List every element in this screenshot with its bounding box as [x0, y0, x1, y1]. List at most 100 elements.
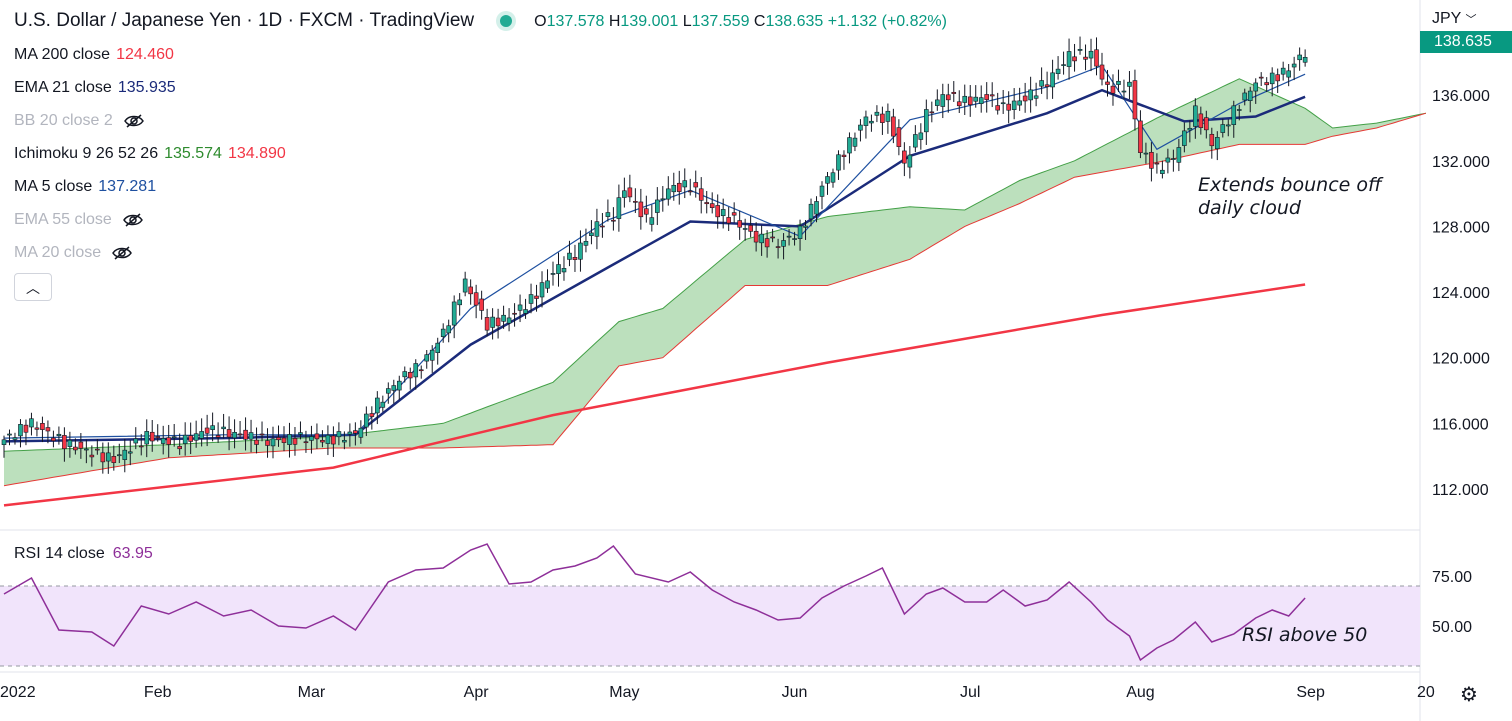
eye-crossed-icon[interactable] — [101, 244, 133, 261]
candle-body — [1132, 80, 1138, 120]
candle-body — [682, 180, 688, 188]
indicator-label: MA 20 close — [14, 244, 102, 261]
candle-body — [825, 176, 830, 184]
indicator-bb-20-close-2[interactable]: BB 20 close 2 — [14, 112, 145, 130]
candle-body — [193, 433, 199, 441]
candle-body — [1000, 102, 1006, 105]
collapse-legend-button[interactable]: ︿ — [14, 273, 52, 301]
candle-body — [1187, 127, 1193, 131]
candle-body — [1088, 50, 1094, 59]
candle-body — [863, 116, 869, 126]
candle-body — [605, 212, 611, 217]
candle-body — [622, 190, 627, 198]
candle-body — [303, 441, 309, 444]
price-tick-label: 132.000 — [1432, 154, 1490, 171]
candle-body — [808, 203, 814, 220]
candle-body — [1247, 90, 1253, 101]
candle-body — [149, 431, 155, 442]
candle-body — [852, 137, 858, 147]
rsi-tick-label: 75.00 — [1432, 569, 1472, 586]
eye-crossed-icon[interactable] — [112, 211, 144, 228]
candle-body — [309, 436, 314, 441]
candle-body — [380, 401, 386, 408]
candle-body — [1236, 109, 1242, 111]
candle-body — [967, 96, 973, 106]
candle-body — [7, 433, 12, 436]
indicator-ma-20-close[interactable]: MA 20 close — [14, 244, 133, 262]
rsi-line — [3, 543, 1306, 662]
candle-body — [276, 437, 281, 441]
candle-body — [945, 94, 951, 101]
price-axis[interactable]: 136.000 132.000 128.000 124.000 120.000 116.0… — [1432, 88, 1490, 636]
indicator-ichimoku-9-26-52-26[interactable]: Ichimoku 9 26 52 26 135.574 134.890 — [14, 145, 286, 163]
candle-body — [95, 448, 100, 451]
indicator-label: EMA 55 close — [14, 211, 112, 228]
candle-body — [1225, 124, 1231, 127]
candle-body — [424, 354, 430, 362]
candle-body — [517, 304, 523, 311]
candle-body — [1160, 169, 1165, 174]
market-status-icon — [500, 14, 513, 27]
indicator-ema-55-close[interactable]: EMA 55 close — [14, 211, 144, 229]
candle-body — [347, 431, 353, 435]
candle-body — [435, 342, 441, 353]
currency-selector[interactable]: JPY ﹀ — [1432, 10, 1477, 27]
candle-body — [1154, 162, 1160, 165]
gear-icon[interactable]: ⚙ — [1460, 684, 1478, 706]
indicator-ma-200-close[interactable]: MA 200 close 124.460 — [14, 46, 174, 64]
candle-body — [753, 230, 759, 243]
candle-body — [858, 124, 863, 131]
candle-body — [1220, 124, 1226, 133]
candle-body — [627, 187, 633, 198]
candle-body — [1209, 133, 1215, 147]
time-axis[interactable]: 2022 Feb Mar Apr May Jun Jul Aug Sep 20 — [0, 684, 1435, 701]
data-source: FXCM — [299, 10, 353, 31]
time-tick-label: Sep — [1296, 684, 1325, 701]
candle-body — [924, 109, 929, 133]
candle-body — [177, 446, 182, 450]
rsi-annotation: RSI above 50 — [1242, 624, 1368, 646]
candle-body — [956, 101, 962, 107]
candle-body — [199, 431, 204, 439]
candle-body — [770, 236, 775, 239]
candle-body — [413, 363, 419, 378]
symbol-name[interactable]: U.S. Dollar / Japanese Yen — [14, 10, 242, 31]
indicator-value: 135.935 — [117, 79, 176, 96]
candle-body — [940, 94, 946, 107]
candle-body — [232, 431, 237, 439]
candle-body — [1269, 72, 1275, 85]
indicator-label: EMA 21 close — [14, 79, 112, 96]
price-tick-label: 128.000 — [1432, 219, 1490, 236]
candle-body — [786, 235, 792, 238]
candle-body — [1193, 105, 1198, 127]
candle-body — [1149, 151, 1154, 169]
candle-body — [748, 225, 753, 232]
candle-body — [1143, 152, 1149, 155]
separator: · — [246, 10, 253, 31]
candle-body — [84, 448, 89, 451]
eye-crossed-icon[interactable] — [113, 112, 145, 129]
indicator-ema-21-close[interactable]: EMA 21 close 135.935 — [14, 79, 176, 97]
candle-body — [1, 439, 7, 445]
candle-body — [1264, 82, 1269, 86]
candle-body — [1022, 95, 1028, 102]
indicator-label: BB 20 close 2 — [14, 112, 113, 129]
candle-body — [342, 439, 347, 443]
candle-body — [1253, 82, 1259, 92]
candle-body — [880, 113, 885, 123]
candle-body — [111, 456, 117, 463]
interval[interactable]: 1D — [257, 10, 283, 31]
last-price-label: 138.635 — [1420, 31, 1512, 53]
candle-body — [18, 424, 23, 437]
time-tick-label: Apr — [464, 684, 490, 701]
candle-body — [1044, 84, 1050, 87]
candle-body — [1286, 70, 1291, 78]
candle-body — [1083, 56, 1088, 60]
candle-body — [1077, 48, 1083, 51]
candle-body — [215, 435, 221, 438]
indicator-ma-5-close[interactable]: MA 5 close 137.281 — [14, 178, 156, 196]
chevron-up-icon: ︿ — [26, 280, 40, 296]
candle-body — [616, 197, 622, 219]
candle-body — [676, 182, 682, 192]
